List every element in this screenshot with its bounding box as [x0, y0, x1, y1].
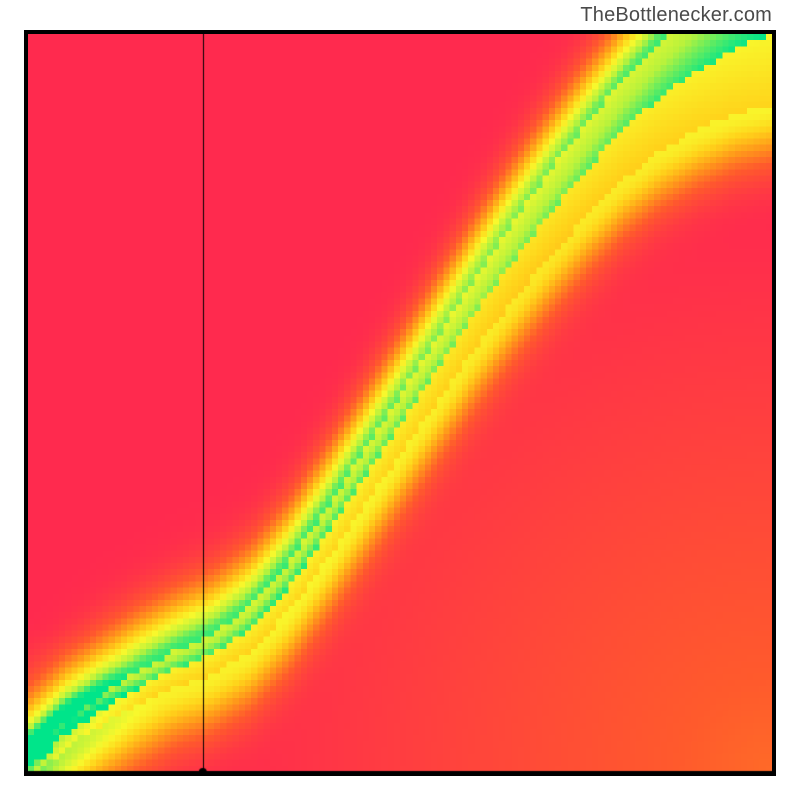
chart-container: TheBottlenecker.com	[0, 0, 800, 800]
plot-frame	[24, 30, 776, 776]
watermark-text: TheBottlenecker.com	[580, 4, 772, 27]
heatmap-canvas	[28, 34, 772, 772]
